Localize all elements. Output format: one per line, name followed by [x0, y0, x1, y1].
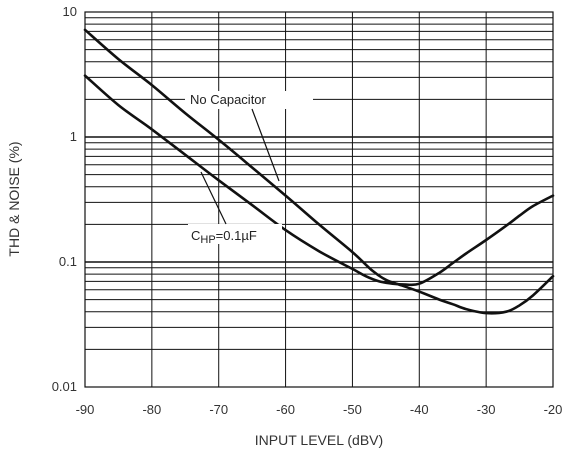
series-line-chp	[83, 74, 555, 287]
x-tick-label: -70	[209, 402, 228, 417]
x-tick-labels: -90 -80 -70 -60 -50 -40 -30 -20	[76, 402, 563, 417]
x-tick-label: -60	[276, 402, 295, 417]
annotation-chp-background	[188, 224, 282, 244]
series-lines	[83, 28, 555, 315]
x-tick-label: -50	[343, 402, 362, 417]
y-axis-label: THD & NOISE (%)	[6, 141, 22, 256]
annotation-no-capacitor-label: No Capacitor	[190, 92, 267, 107]
annotation-chp: CHP=0.1µF	[188, 171, 282, 246]
y-tick-labels: 0.01 0.1 1 10	[52, 4, 77, 394]
x-tick-label: -20	[544, 402, 563, 417]
annotation-chp-label: CHP=0.1µF	[191, 228, 257, 246]
y-tick-label: 0.1	[59, 254, 77, 269]
annotation-no-capacitor-leader	[251, 108, 280, 182]
plot-frame	[84, 11, 554, 388]
x-tick-label: -80	[142, 402, 161, 417]
x-tick-label: -30	[477, 402, 496, 417]
y-tick-label: 10	[63, 4, 77, 19]
y-tick-label: 1	[70, 129, 77, 144]
x-tick-label: -40	[410, 402, 429, 417]
grid	[85, 12, 553, 387]
series-line-no_cap	[83, 28, 555, 315]
annotation-chp-leader	[200, 171, 227, 225]
x-tick-label: -90	[76, 402, 95, 417]
y-tick-label: 0.01	[52, 379, 77, 394]
annotation-no-capacitor: No Capacitor	[185, 91, 313, 182]
annotation-no-capacitor-background	[185, 91, 313, 109]
x-axis-label: INPUT LEVEL (dBV)	[255, 432, 383, 448]
